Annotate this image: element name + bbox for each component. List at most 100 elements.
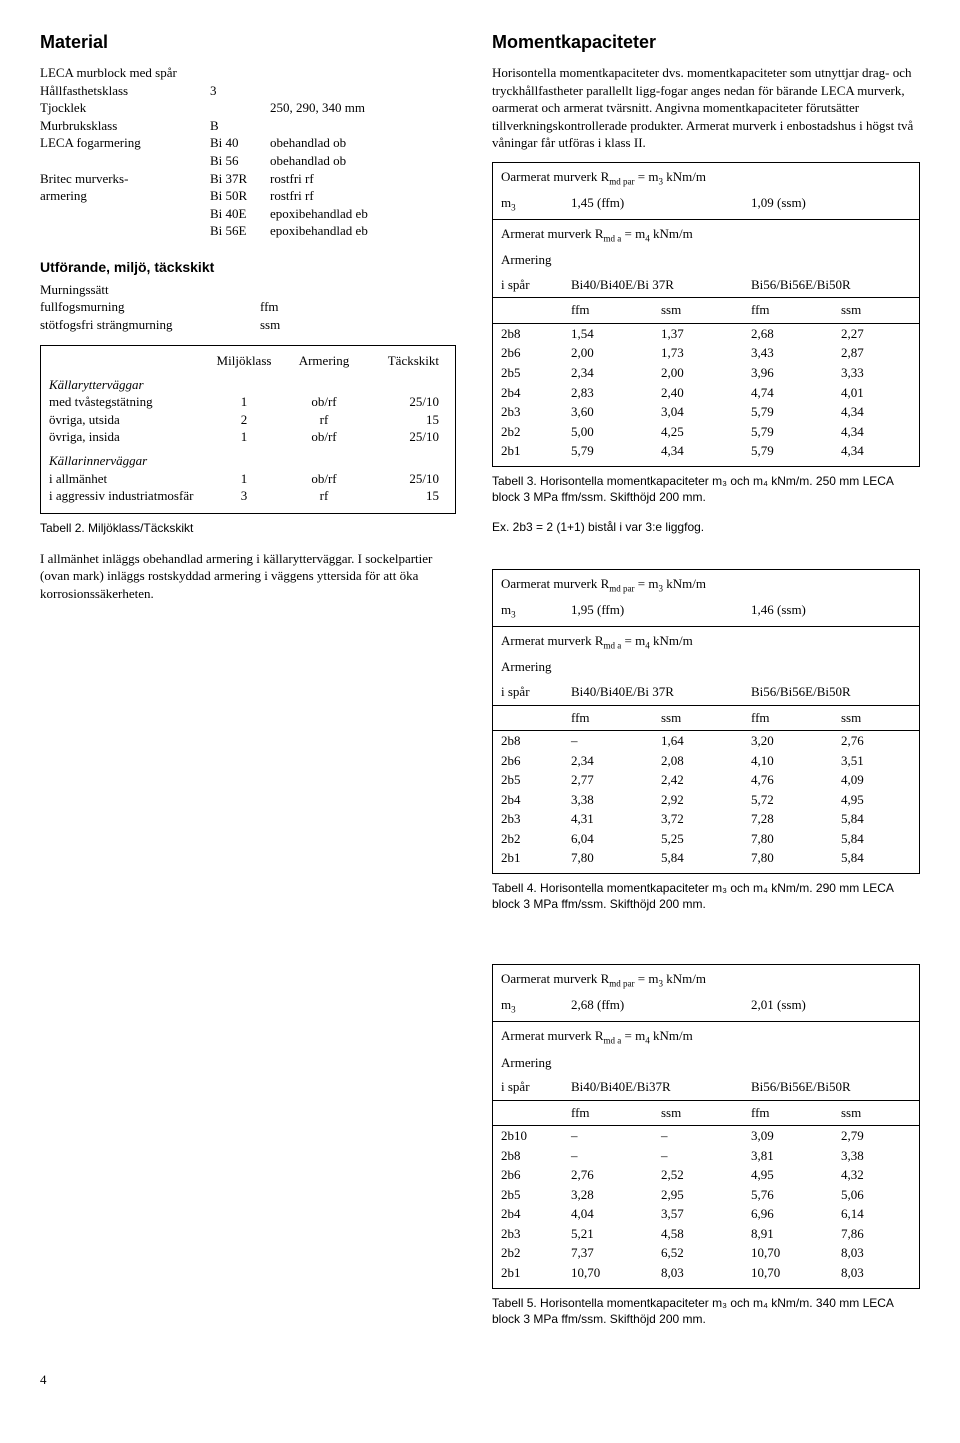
utfr-row: Murningssätt	[40, 281, 456, 299]
left-column: Material LECA murblock med spårHållfasth…	[40, 30, 456, 1341]
spec-v1: Bi 50R	[210, 187, 270, 205]
spec-v2: rostfri rf	[270, 170, 456, 188]
spec-row: LECA murblock med spår	[40, 64, 456, 82]
data-row: 2b52,342,003,963,33	[493, 363, 919, 383]
m3-row: m31,95 (ffm)1,46 (ssm)	[493, 599, 919, 626]
utfr-value	[260, 281, 320, 299]
table2-group-title: Källarinnerväggar	[49, 452, 447, 470]
material-specs: LECA murblock med spårHållfasthetsklass3…	[40, 64, 456, 239]
armerat-title: Armerat murverk Rmd a = m4 kNm/m	[493, 219, 919, 249]
spec-v2	[270, 64, 456, 82]
spec-v1	[210, 64, 270, 82]
spec-row: LECA fogarmeringBi 40obehandlad ob	[40, 134, 456, 152]
spec-v2: obehandlad ob	[270, 134, 456, 152]
spec-label: armering	[40, 187, 210, 205]
table-example: Ex. 2b3 = 2 (1+1) bistål i var 3:e liggf…	[492, 519, 920, 535]
armering-label-row: Armering	[493, 248, 919, 273]
heading-moment: Momentkapaciteter	[492, 30, 920, 54]
spec-row: Bi 40Eepoxibehandlad eb	[40, 205, 456, 223]
table-caption: Tabell 5. Horisontella momentkapaciteter…	[492, 1295, 920, 1327]
spec-v2	[270, 117, 456, 135]
armerat-title: Armerat murverk Rmd a = m4 kNm/m	[493, 1021, 919, 1051]
spec-v1: Bi 40E	[210, 205, 270, 223]
table2-row: med tvåstegstätning1ob/rf25/10	[49, 393, 447, 411]
oarmerat-title: Oarmerat murverk Rmd par = m3 kNm/m	[493, 965, 919, 994]
data-row: 2b15,794,345,794,34	[493, 441, 919, 466]
moment-tables: Oarmerat murverk Rmd par = m3 kNm/mm31,4…	[492, 162, 920, 1327]
spec-label: Hållfasthetsklass	[40, 82, 210, 100]
spec-label	[40, 222, 210, 240]
table-caption: Tabell 4. Horisontella momentkapaciteter…	[492, 880, 920, 912]
ispar-row: i spårBi40/Bi40E/Bi 37RBi56/Bi56E/Bi50R	[493, 680, 919, 705]
table2-row: övriga, utsida2rf15	[49, 411, 447, 429]
armerat-title: Armerat murverk Rmd a = m4 kNm/m	[493, 626, 919, 656]
spec-v1: Bi 40	[210, 134, 270, 152]
sub-header: ffmssmffmssm	[493, 297, 919, 323]
spec-label: Britec murverks-	[40, 170, 210, 188]
page-number: 4	[40, 1371, 920, 1389]
moment-table: Oarmerat murverk Rmd par = m3 kNm/mm32,6…	[492, 964, 920, 1288]
spec-v2	[270, 82, 456, 100]
col-armering: Armering	[279, 352, 369, 370]
oarmerat-title: Oarmerat murverk Rmd par = m3 kNm/m	[493, 570, 919, 599]
m3-row: m32,68 (ffm)2,01 (ssm)	[493, 994, 919, 1021]
data-row: 2b44,043,576,966,14	[493, 1204, 919, 1224]
utfr-label: stötfogsfri strängmurning	[40, 316, 260, 334]
data-row: 2b110,708,0310,708,03	[493, 1263, 919, 1288]
spec-row: Bi 56obehandlad ob	[40, 152, 456, 170]
data-row: 2b53,282,955,765,06	[493, 1185, 919, 1205]
data-row: 2b33,603,045,794,34	[493, 402, 919, 422]
spec-v1: Bi 37R	[210, 170, 270, 188]
spec-v2: epoxibehandlad eb	[270, 222, 456, 240]
utforande-list: Murningssättfullfogsmurningffmstötfogsfr…	[40, 281, 456, 334]
sub-header: ffmssmffmssm	[493, 705, 919, 731]
spec-row: armeringBi 50Rrostfri rf	[40, 187, 456, 205]
data-row: 2b8––3,813,38	[493, 1146, 919, 1166]
spec-label: LECA fogarmering	[40, 134, 210, 152]
spec-v1: Bi 56E	[210, 222, 270, 240]
spec-v1	[210, 99, 270, 117]
ispar-row: i spårBi40/Bi40E/Bi37RBi56/Bi56E/Bi50R	[493, 1075, 919, 1100]
data-row: 2b10––3,092,79	[493, 1126, 919, 1146]
spec-row: Tjocklek250, 290, 340 mm	[40, 99, 456, 117]
data-row: 2b42,832,404,744,01	[493, 383, 919, 403]
data-row: 2b34,313,727,285,84	[493, 809, 919, 829]
spec-v2: epoxibehandlad eb	[270, 205, 456, 223]
table-caption: Tabell 3. Horisontella momentkapaciteter…	[492, 473, 920, 505]
data-row: 2b35,214,588,917,86	[493, 1224, 919, 1244]
utfr-row: fullfogsmurningffm	[40, 298, 456, 316]
utfr-value: ssm	[260, 316, 320, 334]
utfr-label: Murningssätt	[40, 281, 260, 299]
data-row: 2b62,342,084,103,51	[493, 751, 919, 771]
armering-label-row: Armering	[493, 655, 919, 680]
spec-row: Bi 56Eepoxibehandlad eb	[40, 222, 456, 240]
data-row: 2b8–1,643,202,76	[493, 731, 919, 751]
table2-header: MiljöklassArmeringTäckskikt	[49, 352, 447, 370]
heading-utforande: Utförande, miljö, täckskikt	[40, 258, 456, 277]
table2-row: övriga, insida1ob/rf25/10	[49, 428, 447, 446]
left-paragraph: I allmänhet inläggs obehandlad armering …	[40, 550, 456, 603]
table2-caption: Tabell 2. Miljöklass/Täckskikt	[40, 520, 456, 536]
moment-table: Oarmerat murverk Rmd par = m3 kNm/mm31,9…	[492, 569, 920, 874]
table2-row: i aggressiv industriatmosfär3rf15	[49, 487, 447, 505]
spec-label	[40, 152, 210, 170]
sub-header: ffmssmffmssm	[493, 1100, 919, 1126]
data-row: 2b43,382,925,724,95	[493, 790, 919, 810]
page-content: Material LECA murblock med spårHållfasth…	[40, 30, 920, 1341]
spec-row: Britec murverks-Bi 37Rrostfri rf	[40, 170, 456, 188]
data-row: 2b27,376,5210,708,03	[493, 1243, 919, 1263]
spec-v2: rostfri rf	[270, 187, 456, 205]
data-row: 2b81,541,372,682,27	[493, 324, 919, 344]
oarmerat-title: Oarmerat murverk Rmd par = m3 kNm/m	[493, 163, 919, 192]
right-column: Momentkapaciteter Horisontella momentkap…	[492, 30, 920, 1341]
spec-v2: obehandlad ob	[270, 152, 456, 170]
data-row: 2b17,805,847,805,84	[493, 848, 919, 873]
ispar-row: i spårBi40/Bi40E/Bi 37RBi56/Bi56E/Bi50R	[493, 273, 919, 298]
data-row: 2b26,045,257,805,84	[493, 829, 919, 849]
utfr-row: stötfogsfri strängmurningssm	[40, 316, 456, 334]
utfr-value: ffm	[260, 298, 320, 316]
right-intro: Horisontella momentkapaciteter dvs. mome…	[492, 64, 920, 152]
spec-row: Hållfasthetsklass3	[40, 82, 456, 100]
spec-label: Tjocklek	[40, 99, 210, 117]
spec-row: MurbruksklassB	[40, 117, 456, 135]
